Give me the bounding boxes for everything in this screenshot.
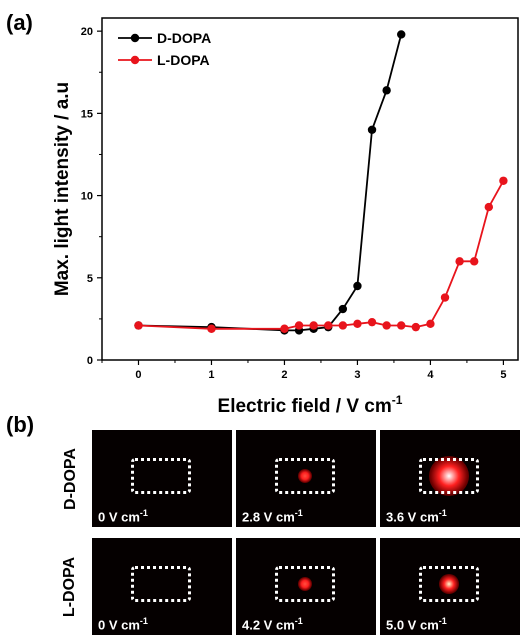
- plot-frame: [101, 17, 519, 361]
- micrograph-tile: 0 V cm-1: [92, 430, 232, 527]
- field-label: 4.2 V cm-1: [242, 615, 303, 632]
- legend-label: L-DOPA: [157, 52, 210, 68]
- micrograph-tile: 4.2 V cm-1: [236, 538, 376, 635]
- micrograph-tile: 2.8 V cm-1: [236, 430, 376, 527]
- x-tick-label: 5: [500, 369, 506, 381]
- data-point-l-dopa: [294, 321, 304, 330]
- field-label-superscript: -1: [294, 615, 303, 626]
- field-label-superscript: -1: [438, 615, 447, 626]
- data-point-l-dopa: [353, 319, 362, 329]
- x-tick-label: 2: [281, 369, 287, 381]
- light-spot: [298, 469, 312, 483]
- data-point-l-dopa: [280, 324, 289, 333]
- field-label: 0 V cm-1: [98, 507, 148, 524]
- light-spot: [298, 577, 312, 591]
- data-point-d-dopa: [353, 281, 362, 291]
- field-label: 5.0 V cm-1: [386, 615, 447, 632]
- y-tick-label: 5: [87, 273, 93, 285]
- region-box: [275, 566, 335, 602]
- legend-marker: [130, 33, 140, 43]
- data-point-l-dopa: [455, 257, 464, 266]
- y-tick-label: 10: [81, 191, 93, 203]
- row-label: D-DOPA: [61, 448, 79, 510]
- legend-label: D-DOPA: [157, 30, 211, 46]
- panel-b-label: (b): [6, 412, 35, 437]
- data-point-l-dopa: [411, 322, 421, 332]
- field-label-superscript: -1: [139, 615, 148, 626]
- series-line-d-dopa: [138, 34, 403, 332]
- field-label-superscript: -1: [438, 507, 447, 518]
- field-label: 3.6 V cm-1: [386, 507, 447, 524]
- field-label-superscript: -1: [139, 507, 148, 518]
- micrograph-tile: 5.0 V cm-1: [380, 538, 520, 635]
- light-spot: [439, 574, 459, 594]
- data-point-d-dopa: [367, 125, 377, 135]
- region-box: [131, 566, 191, 602]
- data-point-l-dopa: [324, 321, 333, 330]
- y-tick-label: 15: [81, 108, 93, 120]
- region-box: [419, 566, 479, 602]
- data-point-d-dopa: [338, 304, 348, 314]
- y-axis-title: Max. light intensity / a.u: [52, 82, 73, 296]
- data-point-l-dopa: [367, 317, 377, 327]
- series-line-l-dopa: [138, 180, 505, 330]
- data-point-l-dopa: [484, 202, 494, 212]
- region-box: [419, 458, 479, 494]
- data-point-l-dopa: [309, 321, 318, 330]
- y-tick-label: 20: [81, 26, 93, 38]
- field-label: 0 V cm-1: [98, 615, 148, 632]
- micrograph-tile: 3.6 V cm-1: [380, 430, 520, 527]
- legend-marker: [130, 55, 140, 65]
- data-point-l-dopa: [426, 319, 435, 329]
- data-point-l-dopa: [382, 321, 391, 330]
- data-point-l-dopa: [499, 176, 508, 185]
- row-label: L-DOPA: [61, 556, 79, 618]
- x-axis-title: Electric field / V cm-1: [218, 393, 403, 417]
- panel-a-label: (a): [6, 10, 33, 35]
- data-point-l-dopa: [134, 321, 143, 330]
- field-label: 2.8 V cm-1: [242, 507, 303, 524]
- line-chart: 0 1 2 3 4 5 0 5 10 15 20 D-DOPA L-DOPA Max. light i…: [52, 17, 519, 417]
- x-tick-label: 0: [135, 369, 141, 381]
- data-point-l-dopa: [338, 321, 348, 330]
- light-spot: [429, 456, 469, 496]
- data-point-l-dopa: [470, 257, 479, 266]
- x-axis-title-superscript: -1: [392, 393, 403, 407]
- region-box: [275, 458, 335, 494]
- region-box: [131, 458, 191, 494]
- x-tick-label: 1: [208, 369, 214, 381]
- micrograph-tile: 0 V cm-1: [92, 538, 232, 635]
- data-point-l-dopa: [440, 293, 450, 302]
- data-point-l-dopa: [397, 321, 406, 330]
- x-tick-label: 4: [427, 369, 434, 381]
- field-label-superscript: -1: [294, 507, 303, 518]
- x-tick-label: 3: [354, 369, 360, 381]
- y-tick-label: 0: [87, 355, 93, 367]
- data-point-d-dopa: [382, 86, 391, 95]
- data-point-l-dopa: [207, 324, 216, 333]
- data-point-d-dopa: [397, 30, 406, 39]
